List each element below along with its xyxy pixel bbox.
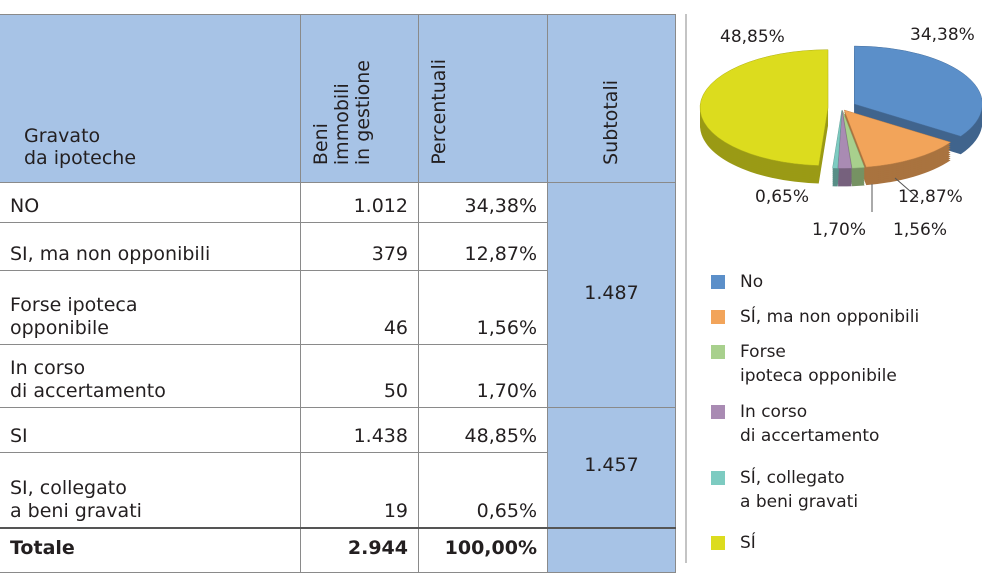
header-row: Gravato da ipoteche Beni immobili in ges…: [0, 14, 676, 183]
row: SI, collegato a beni gravati 19 0,65%: [0, 452, 676, 528]
pie-value-label: 1,56%: [893, 220, 947, 240]
cell: 1.012: [300, 182, 419, 223]
legend-swatch: [711, 345, 725, 359]
cell: 1,70%: [418, 344, 548, 408]
pie-value-label: 0,65%: [755, 187, 809, 207]
legend-label-line: SÍ: [740, 531, 756, 553]
subtotal-cell: 1.487: [547, 182, 676, 408]
cell: SI: [0, 407, 301, 453]
legend-label: SÍ, collegato a beni gravati: [740, 466, 858, 512]
legend-label-line: Forse: [740, 342, 786, 362]
cell: NO: [0, 182, 301, 223]
pie-slice: [843, 109, 952, 168]
cell: 48,85%: [418, 407, 548, 453]
legend-swatch: [711, 310, 725, 324]
row: SI, ma non opponibili 379 12,87%: [0, 222, 676, 271]
cell: SI, ma non opponibili: [0, 222, 301, 271]
legend-label-line: di accertamento: [740, 426, 879, 446]
header-cell: Beni immobili in gestione: [300, 14, 419, 183]
data-table: Gravato da ipoteche Beni immobili in ges…: [0, 14, 676, 573]
pie-slice: [837, 110, 852, 169]
pie-value-label: 34,38%: [910, 25, 975, 45]
pie-slice: [832, 110, 843, 169]
leader: [894, 177, 919, 199]
cell: 379: [300, 222, 419, 271]
legend-swatch: [711, 405, 725, 419]
legend-swatch: [711, 536, 725, 550]
cell: 1.438: [300, 407, 419, 453]
legend-label: SÍ: [740, 531, 756, 553]
cell: 1,56%: [418, 270, 548, 345]
cell: 19: [300, 452, 419, 528]
cell: 34,38%: [418, 182, 548, 223]
legend-label-line: a beni gravati: [740, 492, 858, 512]
pie-slice: [699, 49, 829, 166]
legend-label: Forse ipoteca opponibile: [740, 342, 897, 386]
legend-label-line: No: [740, 272, 763, 292]
pie-slice: [842, 110, 865, 169]
header-cell: Subtotali: [547, 14, 676, 183]
legend-label: SÍ, ma non opponibili: [740, 305, 919, 327]
cell: 46: [300, 270, 419, 345]
legend-label: No: [740, 272, 763, 292]
legend-label-line: ipoteca opponibile: [740, 366, 897, 386]
legend-swatch: [711, 471, 725, 485]
pie-value-label: 12,87%: [898, 187, 963, 207]
pie-value-label: 1,70%: [812, 220, 866, 240]
pie-value-label: 48,85%: [720, 27, 785, 47]
cell: 0,65%: [418, 452, 548, 528]
legend-swatch: [711, 275, 725, 289]
legend-label-line: In corso: [740, 402, 807, 422]
legend-label: In corso di accertamento: [740, 402, 879, 446]
row: NO 1.012 34,38% 1.487: [0, 182, 676, 408]
row: In corso di accertamento 50 1,70%: [0, 344, 676, 408]
legend-label-line: SÍ, ma non opponibili: [740, 305, 919, 327]
cell: 12,87%: [418, 222, 548, 271]
cell: In corso di accertamento: [0, 344, 301, 408]
header-cell: Gravato da ipoteche: [0, 14, 301, 183]
pie-slice: [854, 45, 982, 137]
legend-label-line: SÍ, collegato: [740, 466, 845, 488]
